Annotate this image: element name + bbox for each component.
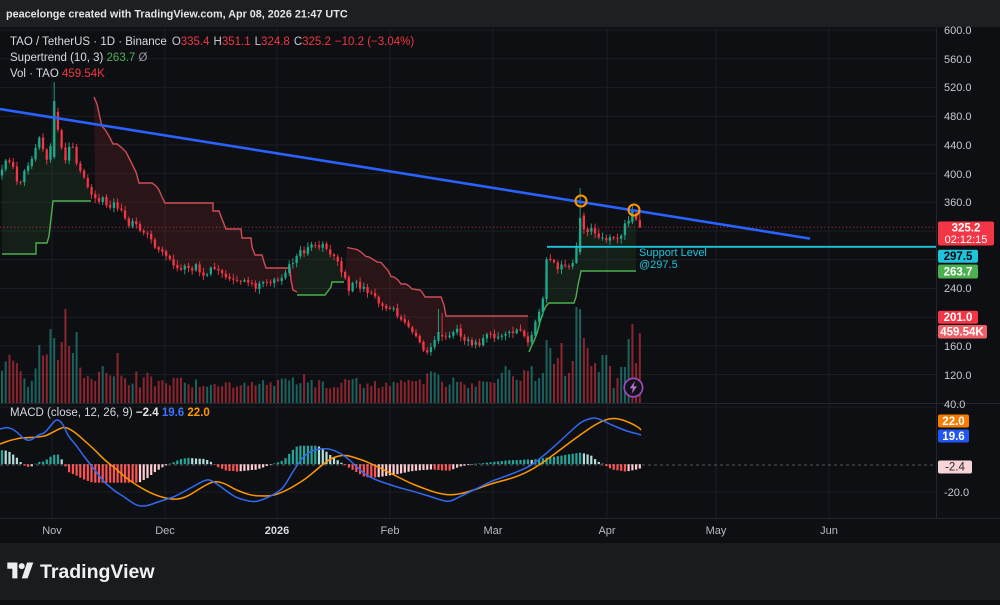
svg-text:Mar: Mar <box>484 525 503 537</box>
svg-text:120.0: 120.0 <box>944 370 972 382</box>
svg-text:160.0: 160.0 <box>944 341 972 353</box>
svg-text:19.6: 19.6 <box>942 431 964 443</box>
svg-text:600.0: 600.0 <box>944 25 972 37</box>
svg-text:MACD (close, 12, 26, 9) −2.4 1: MACD (close, 12, 26, 9) −2.4 19.6 22.0 <box>10 407 210 419</box>
svg-text:440.0: 440.0 <box>944 140 972 152</box>
svg-text:40.0: 40.0 <box>944 399 965 411</box>
svg-text:Feb: Feb <box>381 525 400 537</box>
svg-text:400.0: 400.0 <box>944 169 972 181</box>
svg-text:Support Level: Support Level <box>639 247 707 259</box>
svg-text:May: May <box>706 525 727 537</box>
svg-text:Dec: Dec <box>155 525 175 537</box>
svg-text:201.0: 201.0 <box>944 312 973 324</box>
svg-text:325.2: 325.2 <box>952 223 981 235</box>
svg-text:-2.4: -2.4 <box>945 462 965 474</box>
svg-text:297.5: 297.5 <box>944 251 973 263</box>
svg-text:peacelonge created with Tradin: peacelonge created with TradingView.com,… <box>6 9 348 21</box>
svg-text:Jun: Jun <box>820 525 838 537</box>
svg-text:Nov: Nov <box>42 525 62 537</box>
svg-text:459.54K: 459.54K <box>940 327 984 339</box>
svg-text:@297.5: @297.5 <box>639 259 678 271</box>
svg-text:263.7: 263.7 <box>944 267 973 279</box>
svg-text:TradingView: TradingView <box>40 561 155 583</box>
svg-text:Apr: Apr <box>598 525 615 537</box>
svg-text:02:12:15: 02:12:15 <box>945 234 988 246</box>
svg-text:560.0: 560.0 <box>944 54 972 66</box>
svg-text:Supertrend (10, 3) 263.7 Ø: Supertrend (10, 3) 263.7 Ø <box>10 52 148 64</box>
svg-text:22.0: 22.0 <box>942 416 964 428</box>
svg-text:Vol · TAO 459.54K: Vol · TAO 459.54K <box>10 68 105 80</box>
svg-text:2026: 2026 <box>265 525 289 537</box>
svg-text:240.0: 240.0 <box>944 283 972 295</box>
svg-text:480.0: 480.0 <box>944 111 972 123</box>
svg-text:520.0: 520.0 <box>944 82 972 94</box>
svg-text:360.0: 360.0 <box>944 197 972 209</box>
svg-text:-20.0: -20.0 <box>944 487 969 499</box>
